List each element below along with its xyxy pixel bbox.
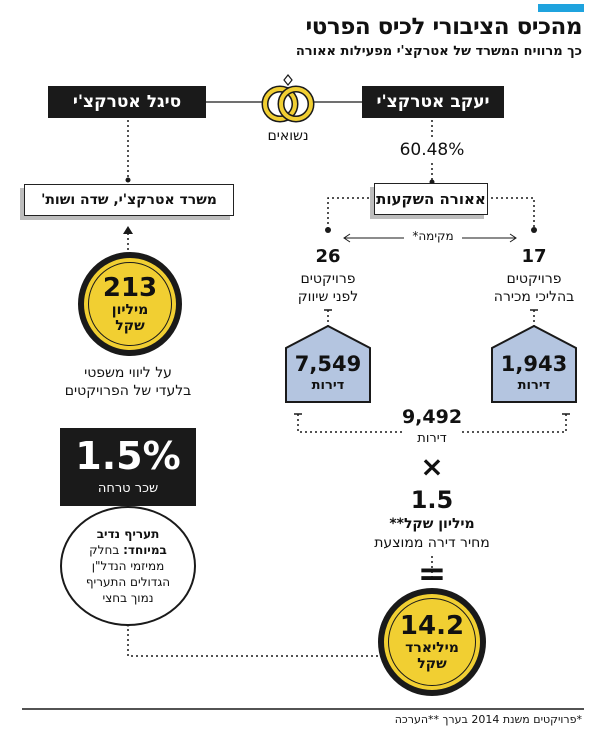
fees-desc-line1: על ליווי משפטי [84,365,172,381]
projects-left-count: 26 [315,246,341,267]
fee-note-bold2: במיוחד: [123,543,167,557]
house-left-units: 7,549 [294,352,362,376]
person-yaakov: יעקב אטרקצ'י [362,86,504,118]
total-units-value: 9,492 [401,406,463,428]
equals-sign: = [417,554,447,594]
fees-desc-line2: בלעדי של הפרויקטים [64,383,192,399]
fee-note-line5: נמוך בחצי [102,591,154,605]
house-right-icon [491,324,577,403]
price-value: 1.5 [410,486,454,514]
fees-description: על ליווי משפטי בלעדי של הפרויקטים [30,364,226,400]
total-units-label: דירות [417,431,447,446]
house-right-units-label: דירות [517,378,551,393]
fee-percent-label: שכר טרחה [97,481,159,496]
price-unit: מיליון שקל** [389,516,475,532]
house-right-units: 1,943 [500,352,568,376]
multiply-sign: × [420,450,444,483]
result-coin: 14.2 מיליארד שקל [378,588,486,696]
ownership-percent: 60.48% [399,140,465,160]
page-title: מהכיס הציבורי לכיס הפרטי [305,14,582,40]
fee-note-line3: ממיזמי הנדל"ן [91,559,165,573]
price-label: מחיר דירה ממוצעת [374,535,490,551]
result-coin-rim [388,598,476,686]
fee-note-text: תעריף נדיב במיוחד: בחלק ממיזמי הנדל"ן הג… [86,526,170,606]
accent-bar [538,4,584,12]
founded-label: מקימה* [412,229,454,243]
projects-right-desc: פרויקטים בהליכי מכירה [478,270,590,306]
page-subtitle: כך מרוויח המשרד של אטרקצ'י מפעילות אאורה [295,44,582,59]
fee-note-bold1: תעריף נדיב [96,527,160,541]
projects-left-desc: פרויקטים לפני שיווק [272,270,384,306]
fee-note-rest1: בחלק [89,543,120,557]
relation-label: נשואים [267,128,309,144]
footnote: *פרויקטים משנת 2014 בערך **הערכה [394,713,582,726]
house-left-icon [285,324,371,403]
fees-coin-rim [88,262,172,346]
wedding-rings-icon [261,74,315,123]
fee-note-circle: תעריף נדיב במיוחד: בחלק ממיזמי הנדל"ן הג… [60,506,196,626]
house-left-units-label: דירות [311,378,345,393]
law-office-box: משרד אטרקצ'י, שדה ושות' [24,184,234,216]
projects-right-line2: בהליכי מכירה [493,289,575,305]
projects-left-line1: פרויקטים [300,271,356,287]
fee-percent-box: 1.5% שכר טרחה [60,428,196,506]
projects-right-count: 17 [521,246,547,267]
company-aura: אאורה השקעות [374,183,488,215]
fee-percent-value: 1.5% [75,434,181,478]
fees-coin: 213 מיליון שקל [78,252,182,356]
person-sigal: סיגל אטרקצ'י [48,86,206,118]
projects-left-line2: לפני שיווק [297,289,359,305]
fee-note-line4: הגדולים התעריף [85,575,171,589]
projects-right-line1: פרויקטים [506,271,562,287]
